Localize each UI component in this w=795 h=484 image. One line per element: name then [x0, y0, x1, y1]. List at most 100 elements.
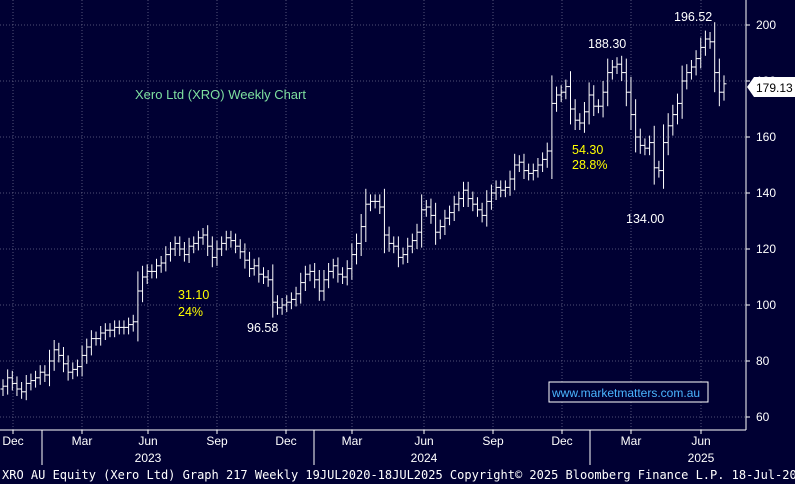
ohlc-bar	[47, 349, 53, 387]
ohlc-bar	[526, 163, 532, 181]
ohlc-bar	[135, 271, 141, 342]
x-year-label: 2024	[411, 451, 438, 465]
annotation-label: 96.58	[247, 321, 278, 335]
ohlc-bar	[312, 263, 318, 289]
ohlc-bar	[102, 323, 108, 340]
ohlc-bar	[447, 205, 453, 226]
ohlc-bar	[549, 75, 555, 179]
ohlc-bar	[93, 331, 99, 346]
ohlc-bar	[19, 382, 25, 399]
x-tick-label: Mar	[72, 434, 93, 448]
ohlc-bar	[219, 236, 225, 256]
ohlc-bar	[516, 155, 522, 172]
x-tick-label: Sep	[206, 434, 228, 448]
ohlc-bar	[581, 102, 587, 133]
ohlc-bar	[284, 295, 290, 312]
y-tick-label: 60	[756, 410, 770, 424]
ohlc-bar	[521, 153, 527, 179]
ohlc-bar	[33, 370, 39, 388]
ohlc-bar	[479, 202, 485, 223]
ohlc-bar	[488, 184, 494, 210]
ohlc-bar	[679, 65, 685, 119]
ohlc-bar	[647, 135, 653, 156]
watermark-text: www.marketmatters.com.au	[551, 386, 700, 400]
ohlc-bar	[256, 257, 262, 283]
ohlc-bar	[470, 191, 476, 212]
y-axis: 6080100120140160180200	[745, 0, 776, 430]
x-tick-label: Jun	[414, 434, 433, 448]
ohlc-bar	[200, 228, 206, 245]
ohlc-bar	[205, 225, 211, 256]
ohlc-bar	[358, 214, 364, 256]
annotation-label: 196.52	[674, 10, 712, 24]
ohlc-bar	[116, 320, 122, 335]
ohlc-bar	[74, 359, 80, 377]
annotation-label: 134.00	[626, 212, 664, 226]
ohlc-bar	[698, 37, 704, 69]
ohlc-bar	[656, 160, 662, 178]
chart-title: Xero Ltd (XRO) Weekly Chart	[135, 87, 306, 102]
ohlc-series	[0, 22, 727, 401]
ohlc-bar	[191, 236, 197, 254]
ohlc-bar	[60, 347, 66, 373]
y-tick-label: 100	[756, 298, 776, 312]
ohlc-bar	[228, 230, 234, 248]
ohlc-bar	[144, 264, 150, 284]
ohlc-bar	[302, 265, 308, 291]
ohlc-bar	[298, 272, 304, 304]
ohlc-bar	[0, 379, 6, 396]
ohlc-bar	[172, 236, 178, 256]
ohlc-bar	[661, 124, 667, 189]
ohlc-bar	[563, 79, 569, 100]
ohlc-bar	[423, 200, 429, 217]
ohlc-bar	[237, 239, 243, 259]
ohlc-bar	[554, 86, 560, 112]
ohlc-bar	[65, 355, 71, 381]
ohlc-bar	[586, 82, 592, 125]
annotation-label: 28.8%	[572, 158, 607, 172]
ohlc-bar	[377, 194, 383, 214]
ohlc-bar	[242, 243, 248, 269]
x-year-label: 2023	[135, 451, 162, 465]
ohlc-bar	[274, 295, 280, 315]
footer-text: XRO AU Equity (Xero Ltd) Graph 217 Weekl…	[2, 468, 795, 482]
last-price-tag: 179.13	[747, 77, 795, 97]
ohlc-bar	[149, 264, 155, 279]
y-tick-label: 80	[756, 354, 770, 368]
x-year-label: 2025	[688, 451, 715, 465]
ohlc-bar	[214, 240, 220, 266]
ohlc-bar	[260, 267, 266, 284]
ohlc-bar	[186, 237, 192, 263]
annotation-label: 54.30	[572, 143, 603, 157]
ohlc-bar	[716, 58, 722, 107]
ohlc-bar	[209, 236, 215, 268]
ohlc-bar	[567, 71, 573, 125]
ohlc-bar	[386, 226, 392, 252]
ohlc-bar	[628, 76, 634, 130]
ohlc-bar	[428, 198, 434, 224]
ohlc-bar	[665, 113, 671, 156]
ohlc-bar	[619, 55, 625, 81]
x-tick-label: Sep	[482, 434, 504, 448]
ohlc-bar	[88, 330, 94, 356]
ohlc-bar	[23, 375, 29, 401]
ohlc-bar	[126, 317, 132, 335]
ohlc-bar	[507, 170, 513, 196]
ohlc-bar	[609, 60, 615, 80]
ohlc-bar	[121, 320, 127, 335]
x-axis: Dec Mar Jun Sep Dec Mar Jun Sep Dec Mar Jun 2023 202…	[0, 429, 746, 465]
ohlc-bar	[535, 158, 541, 178]
ohlc-bar	[484, 190, 490, 227]
ohlc-bar	[702, 30, 708, 56]
ohlc-bar	[707, 32, 713, 49]
ohlc-bar	[558, 85, 564, 102]
ohlc-bar	[28, 373, 34, 391]
ohlc-bar	[288, 292, 294, 310]
x-tick-label: Jun	[138, 434, 157, 448]
y-tick-label: 200	[756, 18, 776, 32]
ohlc-bar	[158, 256, 164, 273]
ohlc-bar	[595, 99, 601, 114]
ohlc-bar	[247, 251, 253, 277]
